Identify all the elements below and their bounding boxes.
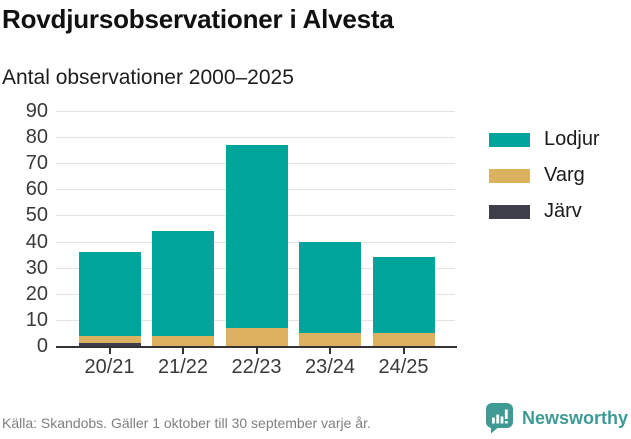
x-axis-line [56,346,457,348]
bar-segment-lodjur-20/21 [78,252,141,336]
newsworthy-logo-icon [485,402,515,434]
bar-segment-lodjur-23/24 [299,241,361,333]
x-axis-tick [329,348,331,354]
y-axis-tick-label: 40 [25,230,48,253]
legend-label: Varg [544,164,585,186]
bar-segment-varg-24/25 [372,332,435,346]
bar-segment-lodjur-21/22 [152,231,214,336]
x-axis-tick [402,348,405,354]
y-axis-tick-label: 0 [36,335,48,357]
legend-swatch-varg [489,168,530,183]
bar-segment-varg-21/22 [152,335,214,346]
x-axis-tick-label: 24/25 [378,356,429,378]
bar-segment-varg-20/21 [78,335,141,344]
gridline-80 [56,137,455,139]
legend-swatch-lodjur [489,132,530,147]
chart-legend: Lodjur Varg Järv [489,128,600,223]
bar-segment-lodjur-22/23 [225,144,288,328]
y-axis-tick-label: 50 [25,204,48,227]
bar-segment-varg-22/23 [225,327,288,346]
newsworthy-brand-link[interactable]: Newsworthy [485,402,628,434]
x-axis-tick [255,348,258,354]
legend-label: Järv [544,200,582,222]
x-axis-tick [108,348,111,354]
x-axis-tick-label: 22/23 [231,356,282,378]
x-axis-tick-label: 23/24 [304,356,356,378]
x-axis-tick [182,348,184,354]
bar-segment-lodjur-24/25 [372,257,435,333]
x-axis-tick-label: 20/21 [84,356,135,378]
x-axis-tick-label: 21/22 [157,356,209,378]
gridline-90 [56,111,455,112]
y-axis-tick-label: 10 [25,308,48,331]
legend-label: Lodjur [544,128,600,150]
newsworthy-wordmark: Newsworthy [521,407,628,428]
legend-item-varg: Varg [489,164,600,187]
y-axis-tick-label: 80 [25,126,48,149]
y-axis-tick-label: 30 [25,256,48,279]
chart-subtitle: Antal observationer 2000–2025 [2,66,294,89]
page-title: Rovdjursobservationer i Alvesta [2,4,394,34]
y-axis-tick-label: 90 [25,100,48,122]
bar-segment-varg-23/24 [299,332,361,346]
y-axis-tick-label: 70 [25,152,48,175]
y-axis-tick-label: 60 [25,178,48,201]
legend-swatch-järv [489,204,530,219]
source-note: Källa: Skandobs. Gäller 1 oktober till 3… [2,415,371,431]
legend-item-lodjur: Lodjur [489,128,600,151]
y-axis-tick-label: 20 [25,282,48,305]
legend-item-järv: Järv [489,200,600,223]
bar-segment-järv-20/21 [78,343,141,346]
